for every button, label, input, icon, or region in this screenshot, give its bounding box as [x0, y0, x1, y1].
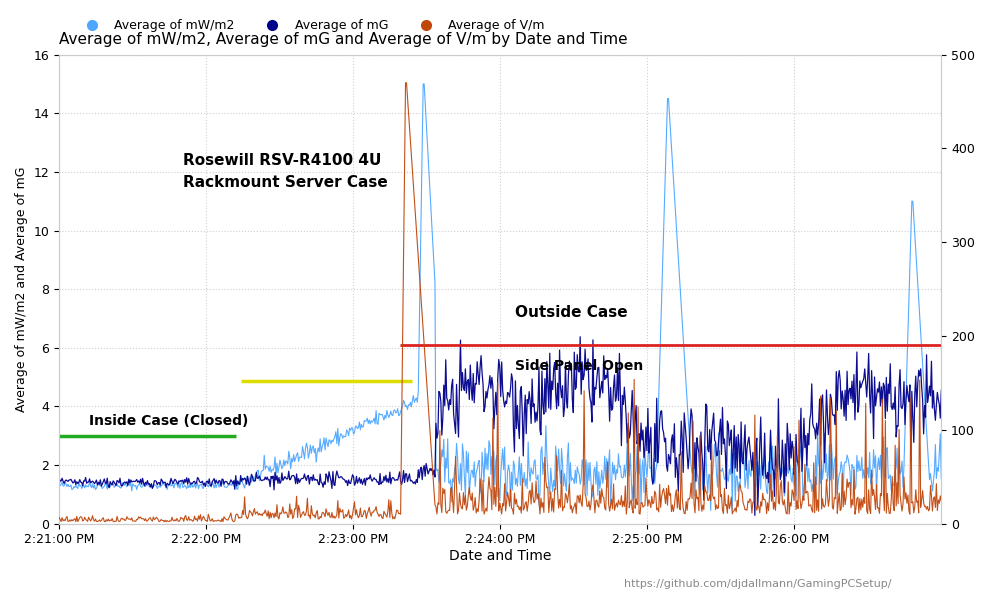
Text: Rosewill RSV-R4100 4U
Rackmount Server Case: Rosewill RSV-R4100 4U Rackmount Server C… [182, 153, 387, 191]
Text: Average of mW/m2, Average of mG and Average of V/m by Date and Time: Average of mW/m2, Average of mG and Aver… [59, 32, 628, 46]
Y-axis label: Average of mW/m2 and Average of mG: Average of mW/m2 and Average of mG [15, 166, 28, 412]
X-axis label: Date and Time: Date and Time [449, 549, 551, 563]
Text: https://github.com/djdallmann/GamingPCSetup/: https://github.com/djdallmann/GamingPCSe… [624, 579, 891, 589]
Legend: Average of mW/m2, Average of mG, Average of V/m: Average of mW/m2, Average of mG, Average… [74, 14, 549, 37]
Text: Side Panel Open: Side Panel Open [515, 359, 644, 372]
Text: Inside Case (Closed): Inside Case (Closed) [88, 414, 248, 429]
Text: Outside Case: Outside Case [515, 305, 628, 320]
